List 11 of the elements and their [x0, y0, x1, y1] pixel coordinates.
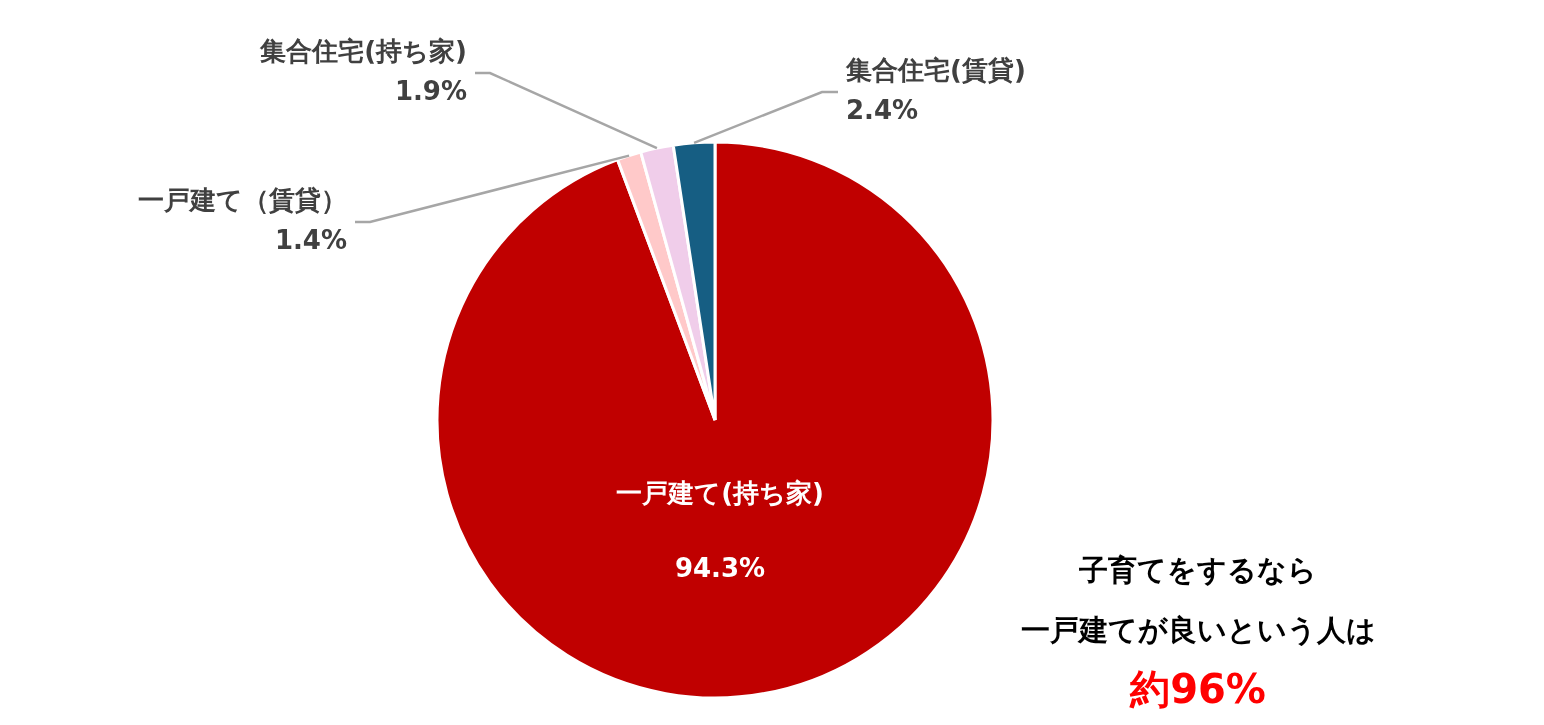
data-label: 1.4% [274, 224, 347, 255]
data-label: 1.9% [394, 75, 467, 106]
data-label: 2.4% [846, 94, 919, 125]
slice-label: 一戸建て（賃貸） [138, 184, 347, 215]
slice-label: 集合住宅(賃貸) [845, 54, 1026, 85]
slice-label: 一戸建て(持ち家) [616, 477, 824, 508]
text: 子育てをするなら [1078, 552, 1318, 589]
data-label: 94.3% [674, 552, 766, 583]
text: 約96% [1128, 665, 1267, 714]
text: 一戸建てが良いという人は [1019, 612, 1377, 649]
slice-label: 集合住宅(持ち家) [259, 35, 467, 66]
